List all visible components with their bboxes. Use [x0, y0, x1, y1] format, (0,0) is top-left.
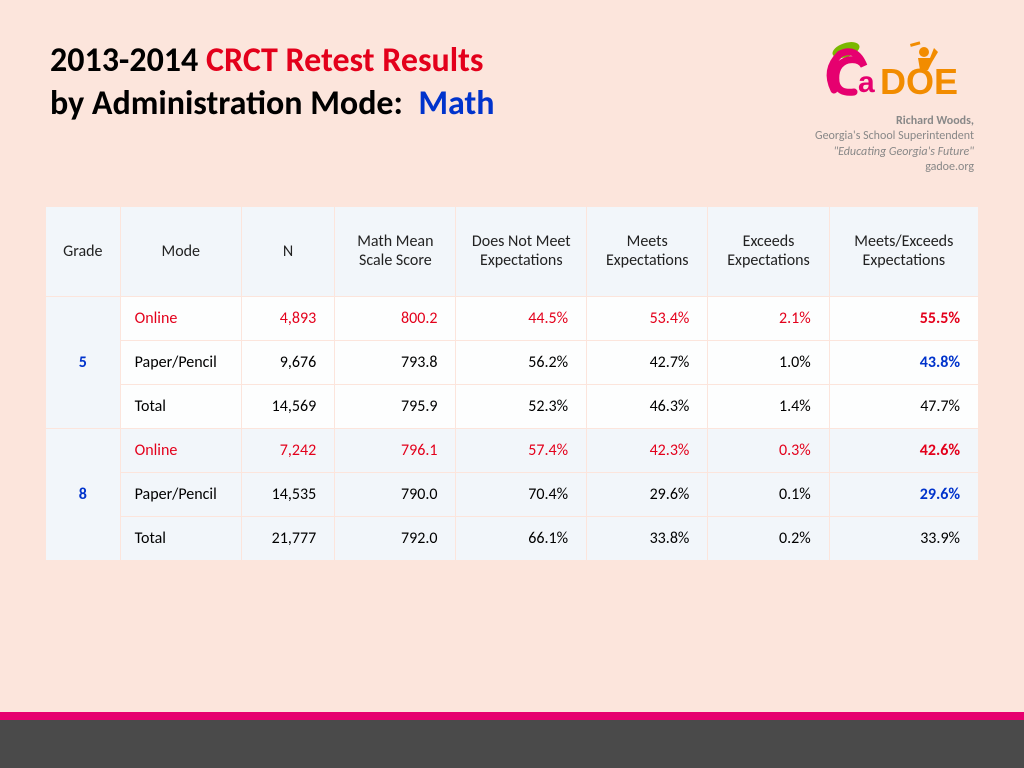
me-cell: 33.9% [829, 516, 978, 560]
table-row: Total14,569795.952.3%46.3%1.4%47.7% [46, 384, 979, 428]
score-cell: 792.0 [335, 516, 456, 560]
table-row: Paper/Pencil14,535790.070.4%29.6%0.1%29.… [46, 472, 979, 516]
n-cell: 9,676 [241, 340, 334, 384]
logo-sub: Georgia's School Superintendent [814, 129, 974, 145]
me-cell: 47.7% [829, 384, 978, 428]
footer-pink-stripe [0, 712, 1024, 720]
meets-cell: 53.4% [587, 296, 708, 340]
logo-url: gadoe.org [814, 160, 974, 176]
me-cell: 55.5% [829, 296, 978, 340]
mode-cell: Paper/Pencil [120, 340, 241, 384]
score-cell: 793.8 [335, 340, 456, 384]
n-cell: 4,893 [241, 296, 334, 340]
meets-cell: 42.3% [587, 428, 708, 472]
title-line2-blue: Math [418, 83, 494, 124]
score-cell: 795.9 [335, 384, 456, 428]
svg-text:a: a [858, 66, 875, 99]
col-meets: Meets Expectations [587, 206, 708, 296]
results-table: Grade Mode N Math Mean Scale Score Does … [45, 206, 979, 561]
table-header-row: Grade Mode N Math Mean Scale Score Does … [46, 206, 979, 296]
table-row: 8Online7,242796.157.4%42.3%0.3%42.6% [46, 428, 979, 472]
exceeds-cell: 0.3% [708, 428, 829, 472]
score-cell: 796.1 [335, 428, 456, 472]
table-row: Total21,777792.066.1%33.8%0.2%33.9% [46, 516, 979, 560]
title-red: CRCT Retest Results [206, 40, 484, 81]
score-cell: 800.2 [335, 296, 456, 340]
col-me: Meets/Exceeds Expectations [829, 206, 978, 296]
logo-name: Richard Woods, [814, 114, 974, 130]
grade-cell: 5 [46, 296, 121, 428]
dnm-cell: 66.1% [456, 516, 587, 560]
dnm-cell: 52.3% [456, 384, 587, 428]
me-cell: 42.6% [829, 428, 978, 472]
me-cell: 43.8% [829, 340, 978, 384]
n-cell: 21,777 [241, 516, 334, 560]
score-cell: 790.0 [335, 472, 456, 516]
gadoe-logo-icon: a DOE [814, 40, 974, 104]
svg-text:DOE: DOE [880, 61, 958, 102]
logo-block: a DOE Richard Woods, Georgia's School Su… [814, 40, 974, 176]
page-title: 2013-2014 CRCT Retest Results by Adminis… [50, 40, 495, 125]
meets-cell: 33.8% [587, 516, 708, 560]
col-exceeds: Exceeds Expectations [708, 206, 829, 296]
exceeds-cell: 2.1% [708, 296, 829, 340]
footer-bar [0, 712, 1024, 768]
mode-cell: Total [120, 384, 241, 428]
table-row: Paper/Pencil9,676793.856.2%42.7%1.0%43.8… [46, 340, 979, 384]
mode-cell: Paper/Pencil [120, 472, 241, 516]
n-cell: 7,242 [241, 428, 334, 472]
exceeds-cell: 1.4% [708, 384, 829, 428]
col-dnm: Does Not Meet Expectations [456, 206, 587, 296]
results-table-wrap: Grade Mode N Math Mean Scale Score Does … [0, 196, 1024, 561]
mode-cell: Online [120, 296, 241, 340]
exceeds-cell: 0.1% [708, 472, 829, 516]
title-year: 2013-2014 [50, 40, 198, 81]
col-grade: Grade [46, 206, 121, 296]
n-cell: 14,535 [241, 472, 334, 516]
col-n: N [241, 206, 334, 296]
exceeds-cell: 1.0% [708, 340, 829, 384]
meets-cell: 42.7% [587, 340, 708, 384]
dnm-cell: 70.4% [456, 472, 587, 516]
col-score: Math Mean Scale Score [335, 206, 456, 296]
meets-cell: 29.6% [587, 472, 708, 516]
table-row: 5Online4,893800.244.5%53.4%2.1%55.5% [46, 296, 979, 340]
title-line2-black: by Administration Mode: [50, 83, 403, 124]
mode-cell: Total [120, 516, 241, 560]
col-mode: Mode [120, 206, 241, 296]
exceeds-cell: 0.2% [708, 516, 829, 560]
logo-quote: "Educating Georgia's Future" [814, 145, 974, 161]
footer-gray-stripe [0, 720, 1024, 768]
header: 2013-2014 CRCT Retest Results by Adminis… [0, 0, 1024, 196]
dnm-cell: 56.2% [456, 340, 587, 384]
n-cell: 14,569 [241, 384, 334, 428]
mode-cell: Online [120, 428, 241, 472]
grade-cell: 8 [46, 428, 121, 560]
dnm-cell: 57.4% [456, 428, 587, 472]
me-cell: 29.6% [829, 472, 978, 516]
meets-cell: 46.3% [587, 384, 708, 428]
dnm-cell: 44.5% [456, 296, 587, 340]
